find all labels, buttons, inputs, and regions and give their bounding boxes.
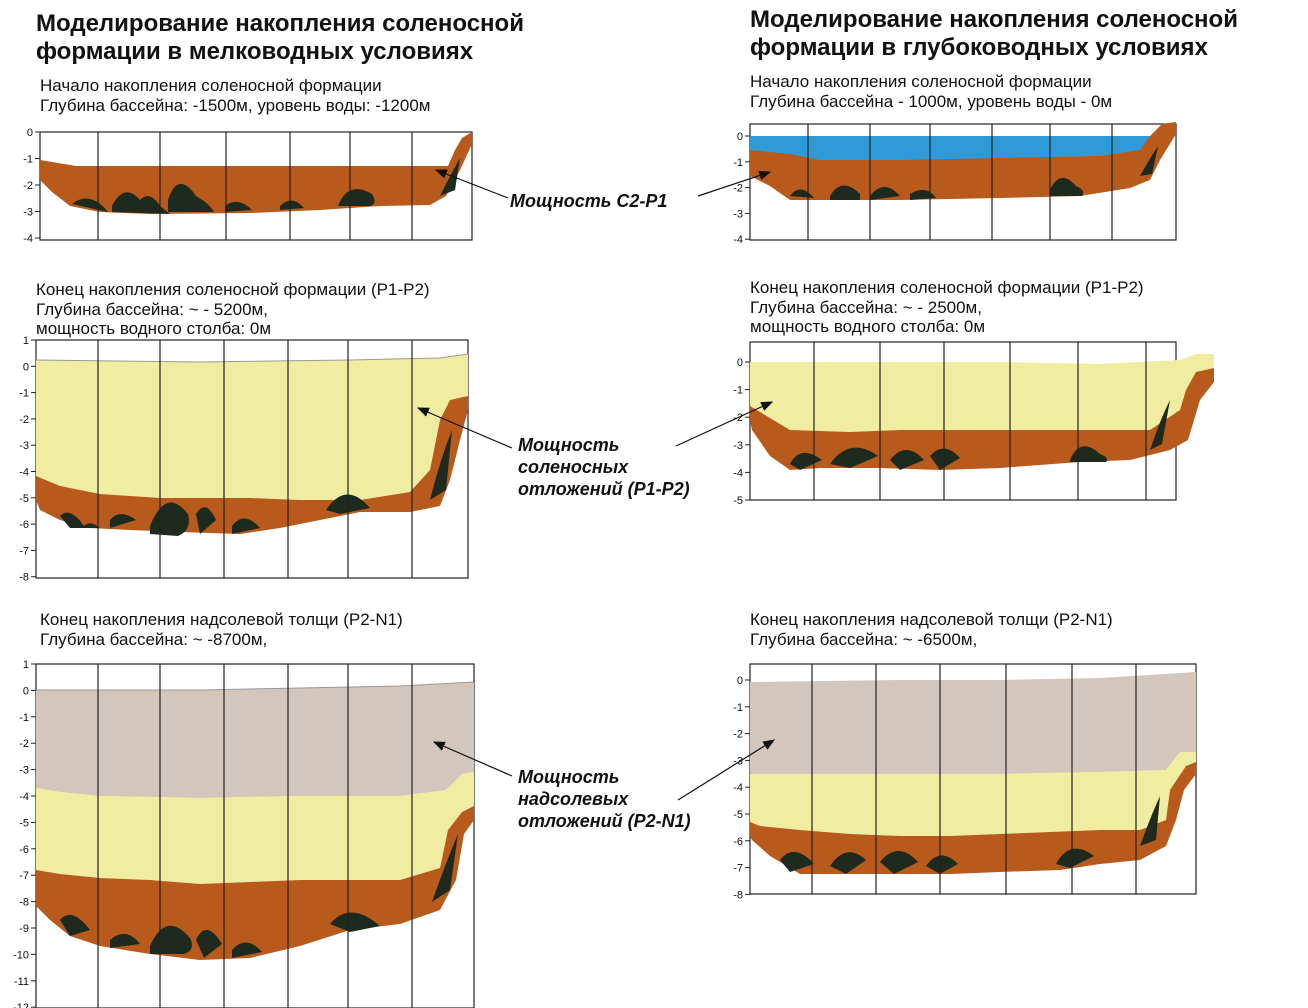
- grid-lines: [813, 342, 1147, 500]
- y-tick-label: -4: [19, 467, 29, 479]
- caption-left-2: Конец накопления соленосной формации (P1…: [36, 280, 430, 338]
- basement-layer: [750, 368, 1214, 470]
- salt-top-line: [35, 353, 469, 363]
- caption-left-3: Конец накопления надсолевой толщи (P2-N1…: [40, 610, 403, 649]
- y-tick-label: -8: [19, 897, 29, 909]
- y-tick-label: 0: [23, 685, 29, 697]
- y-tick-label: -1: [733, 385, 743, 397]
- y-tick-label: -1: [733, 702, 743, 714]
- panel-left-3: [35, 663, 475, 1008]
- y-tick-label: -3: [733, 440, 743, 452]
- title-left: Моделирование накопления соленосной форм…: [36, 10, 524, 65]
- y-tick-label: -1: [19, 712, 29, 724]
- y-tick-label: -2: [733, 183, 743, 195]
- y-tick-label: -9: [19, 923, 29, 935]
- salt-layer: [36, 772, 474, 884]
- y-tick-label: -2: [733, 729, 743, 741]
- y-tick-label: 0: [737, 357, 743, 369]
- y-tick-label: -5: [19, 817, 29, 829]
- arrow-c2p1-left: [434, 169, 509, 199]
- annotation-salt: Мощность соленосных отложений (Р1-Р2): [518, 435, 690, 499]
- dark-body: [60, 834, 458, 958]
- grid-lines: [807, 124, 1113, 240]
- y-tick-label: -5: [19, 493, 29, 505]
- arrow-salt-right: [675, 401, 774, 447]
- title-right: Моделирование накопления соленосной форм…: [750, 6, 1238, 61]
- y-tick-label: -5: [733, 809, 743, 821]
- y-tick-label: 0: [27, 127, 33, 139]
- supra-salt-layer: [36, 682, 474, 798]
- dark-body: [790, 146, 1158, 200]
- salt-layer: [750, 752, 1196, 836]
- y-tick-label: -3: [23, 207, 33, 219]
- annotation-arrows: [416, 169, 776, 801]
- panel-right-3: [749, 663, 1197, 895]
- y-tick-label: -7: [19, 545, 29, 557]
- y-tick-label: -1: [19, 388, 29, 400]
- supra-top-line: [36, 681, 475, 691]
- y-tick-label: -12: [13, 1002, 29, 1008]
- y-tick-label: -6: [19, 844, 29, 856]
- y-tick-label: -4: [19, 791, 29, 803]
- panel-right-1: [749, 122, 1177, 241]
- caption-left-1: Начало накопления соленосной формации Гл…: [40, 76, 431, 115]
- y-tick-label: 0: [737, 675, 743, 687]
- grid-lines: [97, 132, 413, 240]
- caption-right-1: Начало накопления соленосной формации Гл…: [750, 72, 1113, 111]
- y-tick-label: -4: [23, 233, 33, 245]
- caption-right-3: Конец накопления надсолевой толщи (P2-N1…: [750, 610, 1113, 649]
- y-tick-label: -2: [19, 738, 29, 750]
- y-tick-label: -7: [19, 870, 29, 882]
- y-tick-label: -5: [733, 495, 743, 507]
- y-tick-label: -3: [733, 755, 743, 767]
- y-tick-label: -3: [19, 765, 29, 777]
- grid-lines: [97, 664, 413, 1008]
- y-tick-label: -6: [19, 519, 29, 531]
- grid-lines: [811, 664, 1137, 894]
- y-tick-label: -8: [733, 889, 743, 901]
- grid-lines: [97, 340, 413, 578]
- y-tick-label: -7: [733, 863, 743, 875]
- y-axes: 0 -1 -2 -3 -4 0 -1 -2 -3 -4 1 0 -1 -2 -3 -4 -5 -6 -7 -8 0 -1 -…: [13, 127, 750, 1008]
- y-tick-label: -2: [733, 412, 743, 424]
- salt-layer: [36, 354, 468, 500]
- y-tick-label: 1: [23, 659, 29, 671]
- y-tick-label: -11: [14, 976, 29, 988]
- y-tick-label: -6: [733, 836, 743, 848]
- arrow-supra-left: [432, 741, 513, 777]
- arrow-salt-left: [416, 407, 513, 449]
- salt-layer: [750, 354, 1214, 432]
- dark-body: [72, 158, 460, 214]
- y-tick-label: 1: [23, 335, 29, 347]
- y-tick-label: -2: [23, 180, 33, 192]
- annotation-supra: Мощность надсолевых отложений (Р2-N1): [518, 767, 691, 831]
- supra-salt-layer: [750, 672, 1196, 774]
- y-tick-label: 0: [23, 361, 29, 373]
- panel-right-2: [749, 341, 1214, 501]
- y-tick-label: -8: [19, 572, 29, 584]
- basement-layer: [36, 396, 468, 534]
- dark-body: [780, 796, 1160, 874]
- dark-body: [790, 400, 1170, 470]
- arrow-c2p1-right: [697, 170, 772, 197]
- arrow-supra-right: [677, 739, 776, 801]
- y-tick-label: -4: [733, 234, 743, 246]
- dark-body: [60, 430, 452, 536]
- panel-left-2: [35, 339, 469, 579]
- y-tick-label: -3: [19, 440, 29, 452]
- y-tick-label: -10: [13, 949, 29, 961]
- panel-left-1: [39, 131, 473, 241]
- y-tick-label: -3: [733, 208, 743, 220]
- y-tick-label: 0: [737, 131, 743, 143]
- annotation-c2p1: Мощность С2-Р1: [510, 191, 668, 211]
- y-tick-label: -4: [733, 467, 743, 479]
- caption-right-2: Конец накопления соленосной формации (P1…: [750, 278, 1144, 336]
- basement-layer: [750, 762, 1196, 874]
- y-tick-label: -1: [733, 157, 743, 169]
- y-tick-label: -1: [23, 154, 33, 166]
- y-tick-label: -4: [733, 782, 743, 794]
- y-tick-label: -2: [19, 414, 29, 426]
